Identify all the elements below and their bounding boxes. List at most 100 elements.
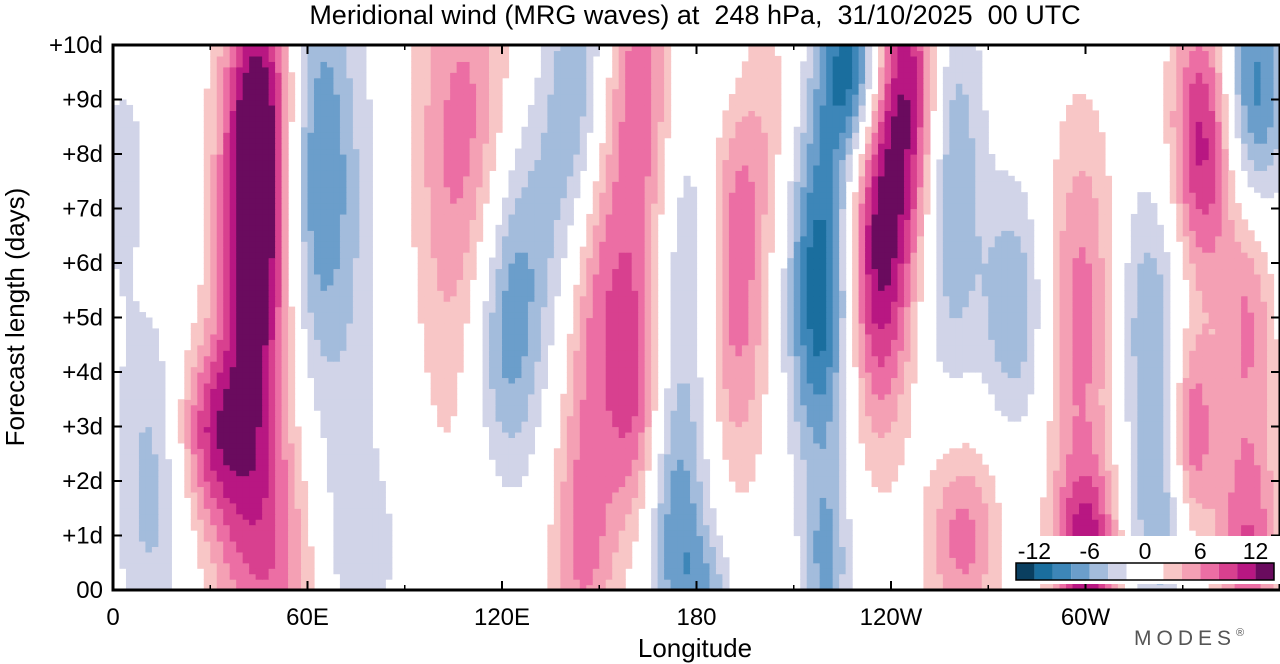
heatmap-cell [1241,502,1249,509]
heatmap-cell [158,382,166,389]
heatmap-cell [553,491,561,498]
heatmap-cell [249,584,257,590]
heatmap-cell [994,377,1002,384]
heatmap-cell [365,453,373,460]
heatmap-cell [832,372,840,379]
heatmap-cell [819,361,827,368]
heatmap-cell [495,442,503,449]
heatmap-cell [728,442,736,449]
heatmap-cell [190,513,198,520]
heatmap-cell [819,437,827,444]
heatmap-cell [1104,508,1113,515]
heatmap-cell [800,524,808,531]
heatmap-cell [839,579,847,586]
heatmap-cell [819,448,827,455]
heatmap-cell [365,579,373,586]
heatmap-cell [1124,388,1132,395]
heatmap-cell [482,421,490,428]
heatmap-cell [365,355,373,362]
heatmap-cell [728,431,736,438]
heatmap-cell [262,497,270,504]
heatmap-cell [197,366,205,373]
heatmap-cell [489,361,497,368]
heatmap-cell [275,410,283,417]
heatmap-cell [125,546,134,553]
heatmap-cell [871,410,879,417]
heatmap-cell [372,475,380,482]
heatmap-cell [923,497,931,504]
heatmap-cell [586,530,594,537]
heatmap-cell [1072,431,1080,438]
heatmap-cell [1215,415,1223,422]
heatmap-cell [1104,431,1113,438]
heatmap-cell [566,491,574,498]
heatmap-cell [242,453,250,460]
heatmap-cell [333,508,341,515]
heatmap-cell [605,415,613,422]
heatmap-cell [1072,372,1080,379]
heatmap-cell [365,508,373,515]
heatmap-cell [1085,513,1093,520]
heatmap-cell [1208,584,1216,590]
heatmap-cell [1098,393,1106,400]
heatmap-cell [262,393,270,400]
heatmap-cell [262,459,270,466]
heatmap-cell [1254,442,1262,449]
heatmap-cell [352,584,360,590]
heatmap-cell [553,464,561,471]
heatmap-cell [125,540,134,547]
heatmap-cell [1241,361,1249,368]
heatmap-cell [1111,470,1119,477]
heatmap-cell [839,399,847,406]
heatmap-cell [158,459,166,466]
heatmap-cell [158,502,166,509]
heatmap-cell [839,453,847,460]
heatmap-cell [1254,470,1262,477]
heatmap-cell [372,459,380,466]
heatmap-cell [702,551,711,558]
heatmap-cell [1182,388,1190,395]
heatmap-cell [1098,366,1106,373]
heatmap-cell [677,377,685,384]
heatmap-cell [1104,388,1113,395]
heatmap-cell [1098,410,1106,417]
heatmap-cell [514,421,523,428]
heatmap-cell [728,404,736,411]
heatmap-cell [664,546,672,553]
heatmap-cell [702,584,711,590]
heatmap-cell [288,579,296,586]
heatmap-cell [800,448,808,455]
heatmap-cell [1254,491,1262,498]
heatmap-cell [1079,448,1087,455]
heatmap-cell [138,437,147,444]
heatmap-cell [138,486,147,493]
heatmap-cell [236,497,244,504]
heatmap-cell [1104,372,1113,379]
heatmap-cell [612,497,620,504]
heatmap-cell [151,475,159,482]
heatmap-cell [942,551,950,558]
heatmap-cell [229,562,237,569]
heatmap-cell [346,508,354,515]
heatmap-cell [216,415,224,422]
heatmap-cell [1098,486,1106,493]
heatmap-cell [1202,361,1210,368]
heatmap-cell [288,535,296,542]
heatmap-cell [1137,491,1145,498]
heatmap-cell [216,524,224,531]
heatmap-cell [268,361,276,368]
heatmap-cell [677,372,685,379]
heatmap-cell [1228,475,1236,482]
heatmap-cell [514,382,523,389]
heatmap-cell [566,382,574,389]
heatmap-cell [138,355,147,362]
heatmap-cell [1195,404,1203,411]
heatmap-cell [573,442,581,449]
heatmap-cell [929,491,937,498]
heatmap-cell [690,579,698,586]
heatmap-cell [1234,431,1242,438]
heatmap-cell [826,481,834,488]
heatmap-cell [683,475,691,482]
heatmap-cell [339,437,347,444]
heatmap-cell [255,470,263,477]
